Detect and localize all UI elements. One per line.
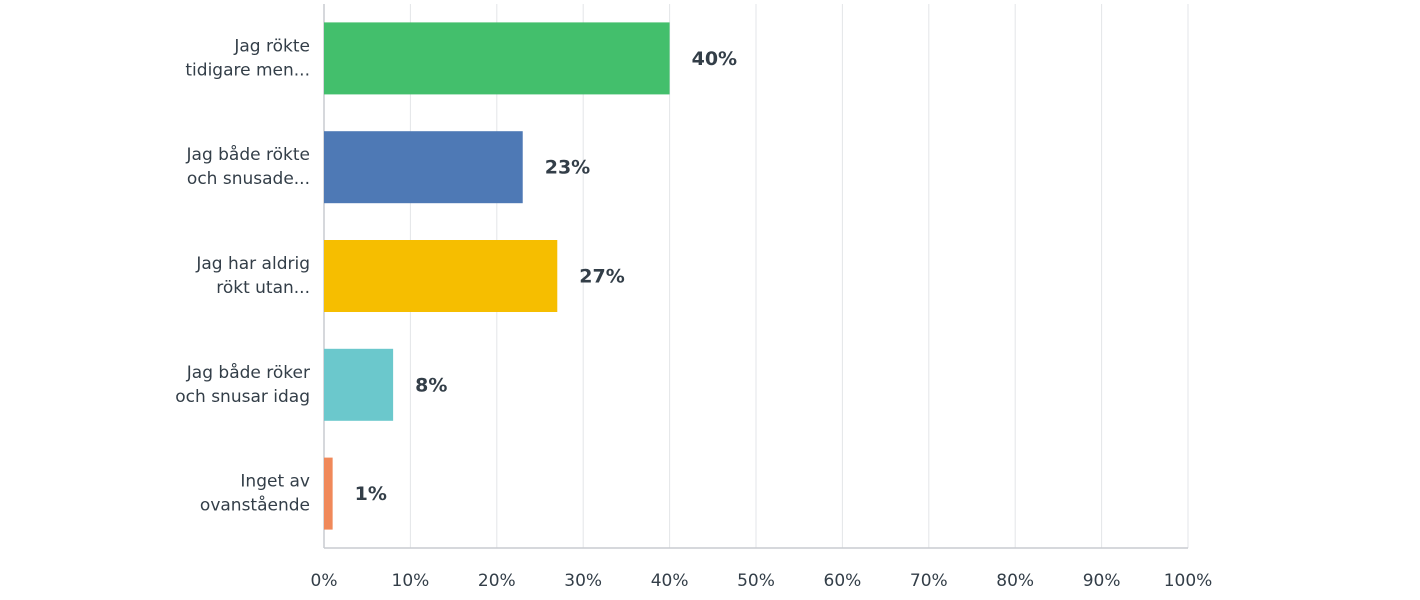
y-tick-label: och snusar idag — [175, 387, 310, 407]
bar — [324, 22, 670, 95]
y-tick-label: och snusade... — [187, 169, 310, 189]
bar — [324, 457, 333, 530]
y-tick-label: Jag rökte — [233, 36, 310, 56]
y-tick-label: ovanstående — [200, 495, 310, 516]
y-tick-label: Jag både rökte — [186, 144, 310, 165]
x-tick-label: 10% — [392, 571, 430, 591]
bar — [324, 240, 558, 312]
x-tick-label: 60% — [824, 571, 862, 591]
x-tick-label: 80% — [996, 571, 1034, 591]
y-tick-label: rökt utan... — [216, 278, 310, 298]
x-tick-label: 50% — [737, 571, 775, 591]
y-tick-label: Jag har aldrig — [195, 254, 310, 274]
y-tick-label: tidigare men... — [185, 60, 310, 80]
x-tick-label: 40% — [651, 571, 689, 591]
x-tick-label: 100% — [1164, 571, 1213, 591]
value-label: 8% — [415, 374, 447, 396]
y-tick-label: Inget av — [240, 472, 310, 492]
x-tick-label: 20% — [478, 571, 516, 591]
x-tick-label: 90% — [1083, 571, 1121, 591]
value-label: 1% — [355, 483, 387, 505]
y-tick-label: Jag både röker — [186, 362, 310, 383]
bar — [324, 348, 394, 421]
x-tick-label: 30% — [564, 571, 602, 591]
bar — [324, 131, 523, 204]
value-label: 27% — [579, 266, 624, 288]
value-label: 23% — [545, 157, 590, 179]
x-tick-label: 0% — [311, 571, 338, 591]
value-label: 40% — [692, 48, 737, 70]
x-tick-label: 70% — [910, 571, 948, 591]
